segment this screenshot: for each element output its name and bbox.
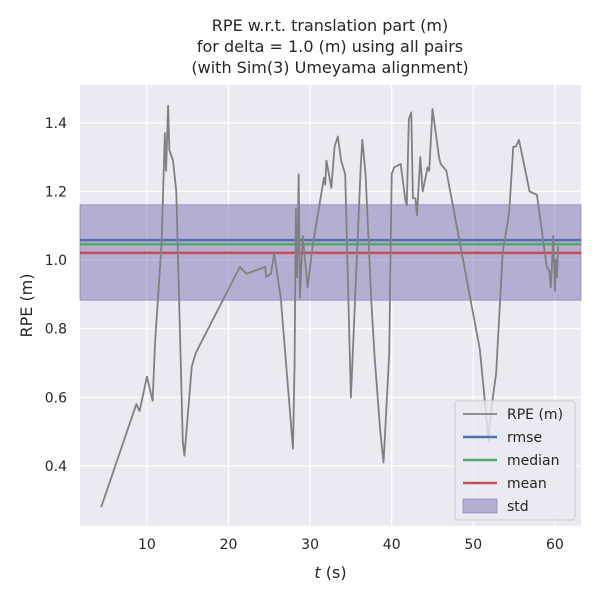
legend-box [454,400,576,521]
y-tick-label: 1.0 [45,253,67,269]
legend-mean-label: mean [507,476,547,492]
y-tick-label: 1.4 [45,116,67,132]
x-axis-label: t (s) [314,563,346,582]
chart-title: RPE w.r.t. translation part (m) for delta… [191,16,468,77]
y-tick-label: 1.2 [45,184,67,200]
x-tick-label: 50 [464,537,482,553]
chart-title-line: for delta = 1.0 (m) using all pairs [197,37,463,56]
x-tick-label: 20 [220,537,238,553]
x-tick-label: 60 [546,537,564,553]
legend: RPE (m) rmse median mean std [454,400,576,521]
y-tick-label: 0.4 [45,459,67,475]
y-tick-label: 0.6 [45,390,67,406]
x-tick-labels: 10 20 30 40 50 60 [138,537,564,553]
legend-rmse-label: rmse [507,430,542,446]
chart-title-line: RPE w.r.t. translation part (m) [212,16,448,35]
legend-median-label: median [507,453,559,469]
y-axis-label: RPE (m) [17,273,36,337]
x-tick-label: 30 [301,537,319,553]
rpe-series [100,104,560,508]
legend-std-label: std [507,499,529,515]
x-tick-label: 40 [383,537,401,553]
legend-rpe-label: RPE (m) [507,407,563,423]
chart-title-line: (with Sim(3) Umeyama alignment) [191,58,468,77]
y-tick-labels: 0.4 0.6 0.8 1.0 1.2 1.4 [45,116,67,475]
stat-lines [80,238,581,255]
x-tick-label: 10 [138,537,156,553]
legend-std-swatch [462,498,498,514]
y-tick-label: 0.8 [45,322,67,338]
rpe-series-line [100,104,560,508]
